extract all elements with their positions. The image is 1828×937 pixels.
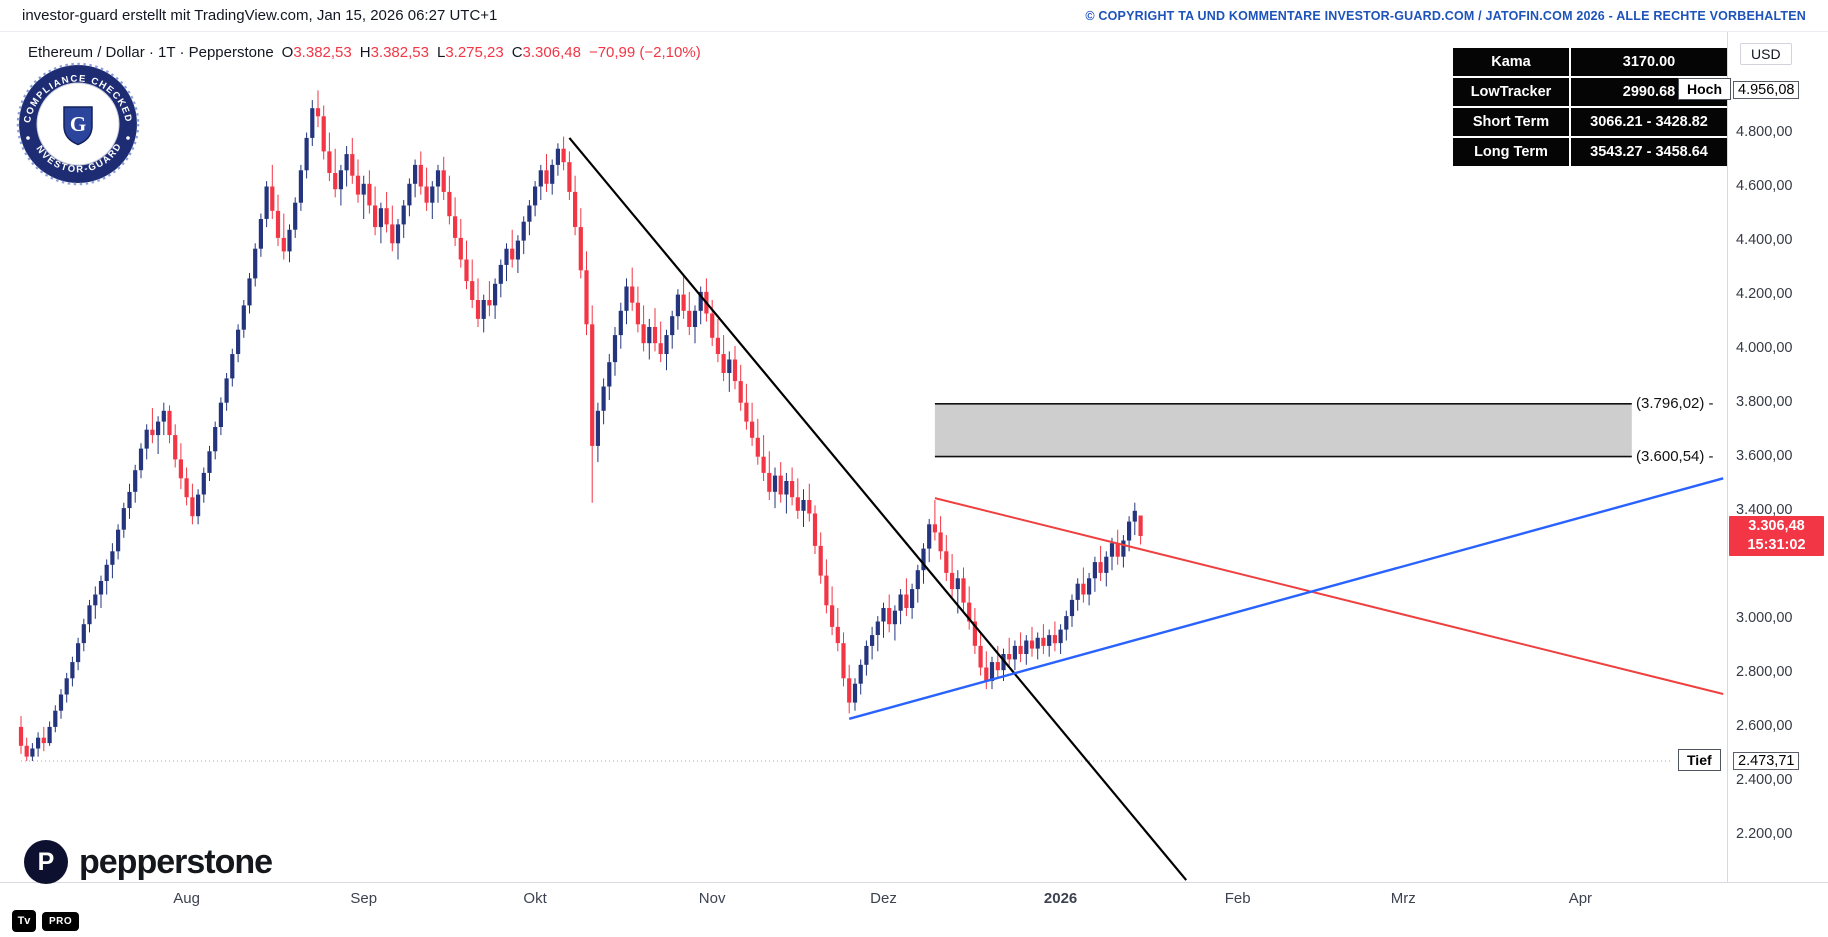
price-tick-label: 2.473,71 (1733, 752, 1800, 771)
price-tick-label: 3.000,00 (1736, 609, 1793, 626)
level-label: Long Term (1453, 138, 1569, 166)
table-row: Short Term 3066.21 - 3428.82 (1453, 108, 1727, 136)
open-value: 3.382,53 (293, 44, 352, 61)
levels-table: Kama 3170.00 LowTracker 2990.68 Short Te… (1451, 46, 1729, 168)
symbol-title[interactable]: Ethereum / Dollar · 1T · Pepperstone (28, 44, 274, 61)
bottom-bar: Tv PRO (12, 910, 80, 932)
attribution-text: investor-guard erstellt mit TradingView.… (22, 7, 498, 24)
price-tick-label: 2.200,00 (1736, 825, 1793, 842)
compliance-seal-icon: COMPLIANCE CHECKED INVESTOR-GUARD G (16, 62, 140, 186)
price-tick-label: 3.800,00 (1736, 393, 1793, 410)
pro-badge[interactable]: PRO (42, 911, 80, 931)
price-tick-label: 2.600,00 (1736, 717, 1793, 734)
price-tick-label: 4.956,08 (1733, 81, 1800, 100)
price-tick-label: 4.600,00 (1736, 177, 1793, 194)
downtrend-line-black[interactable] (568, 137, 1188, 881)
support-line-blue[interactable] (848, 477, 1724, 720)
price-tick-label: 2.400,00 (1736, 771, 1793, 788)
pepperstone-logo: P pepperstone (24, 840, 273, 884)
price-tick-label: 3.400,00 (1736, 501, 1793, 518)
price-tick-label: 3.600,00 (1736, 447, 1793, 464)
current-price-value: 3.306,48 (1748, 518, 1805, 535)
chart-legend: Ethereum / Dollar · 1T · Pepperstone O3.3… (28, 44, 701, 61)
change-value: −70,99 (−2,10%) (588, 44, 701, 61)
resistance-zone[interactable] (934, 402, 1632, 458)
tradingview-logo-icon[interactable]: Tv (12, 910, 36, 932)
currency-toggle[interactable]: USD (1740, 43, 1792, 65)
price-axis[interactable]: USD 4.956,08 4.800,00 4.600,00 4.400,00 4.20… (1728, 32, 1828, 882)
time-axis-label: Dez (870, 890, 897, 907)
table-row: Kama 3170.00 (1453, 48, 1727, 76)
bar-countdown: 15:31:02 (1747, 537, 1806, 554)
close-value: 3.306,48 (522, 44, 581, 61)
resistance-line-red[interactable] (934, 497, 1724, 695)
price-axis-separator (1727, 32, 1728, 882)
time-axis-label: Okt (523, 890, 547, 907)
table-row: Long Term 3543.27 - 3458.64 (1453, 138, 1727, 166)
price-tick-label: 4.800,00 (1736, 123, 1793, 140)
tief-marker: Tief (1678, 749, 1721, 772)
copyright-text: © COPYRIGHT TA UND KOMMENTARE INVESTOR-G… (1085, 8, 1806, 23)
close-label: C (511, 44, 523, 61)
zone-upper-label: (3.796,02) - (1636, 394, 1714, 412)
time-axis-label: Aug (173, 890, 200, 907)
level-value: 3170.00 (1571, 48, 1727, 76)
shield-icon (63, 106, 93, 146)
level-value: 3543.27 - 3458.64 (1571, 138, 1727, 166)
time-axis-label: 2026 (1043, 890, 1078, 907)
compliance-badge: COMPLIANCE CHECKED INVESTOR-GUARD G (16, 62, 140, 186)
level-label: LowTracker (1453, 78, 1569, 106)
level-label: Kama (1453, 48, 1569, 76)
level-value: 3066.21 - 3428.82 (1571, 108, 1727, 136)
high-label: H (359, 44, 371, 61)
price-tick-label: 4.000,00 (1736, 339, 1793, 356)
pepperstone-icon: P (24, 840, 68, 884)
open-label: O (281, 44, 294, 61)
time-axis-label: Nov (698, 890, 726, 907)
page-header: investor-guard erstellt mit TradingView.… (0, 0, 1828, 32)
time-axis-separator (0, 882, 1828, 883)
candlestick-series (18, 90, 1143, 761)
price-tick-label: 4.400,00 (1736, 231, 1793, 248)
pepperstone-wordmark: pepperstone (79, 842, 273, 881)
time-axis-label: Apr (1568, 890, 1593, 907)
current-price-label[interactable]: 3.306,48 15:31:02 (1729, 516, 1824, 557)
time-axis[interactable]: Aug Sep Okt Nov Dez 2026 Feb Mrz Apr (0, 883, 1727, 911)
low-label: L (436, 44, 446, 61)
hoch-marker: Hoch (1678, 78, 1731, 101)
badge-monogram: G (70, 112, 86, 136)
time-axis-label: Sep (350, 890, 378, 907)
low-value: 3.275,23 (445, 44, 504, 61)
zone-lower-label: (3.600,54) - (1636, 447, 1714, 465)
time-axis-label: Feb (1224, 890, 1251, 907)
price-tick-label: 2.800,00 (1736, 663, 1793, 680)
high-value: 3.382,53 (370, 44, 429, 61)
time-axis-label: Mrz (1390, 890, 1416, 907)
level-label: Short Term (1453, 108, 1569, 136)
price-tick-label: 4.200,00 (1736, 285, 1793, 302)
